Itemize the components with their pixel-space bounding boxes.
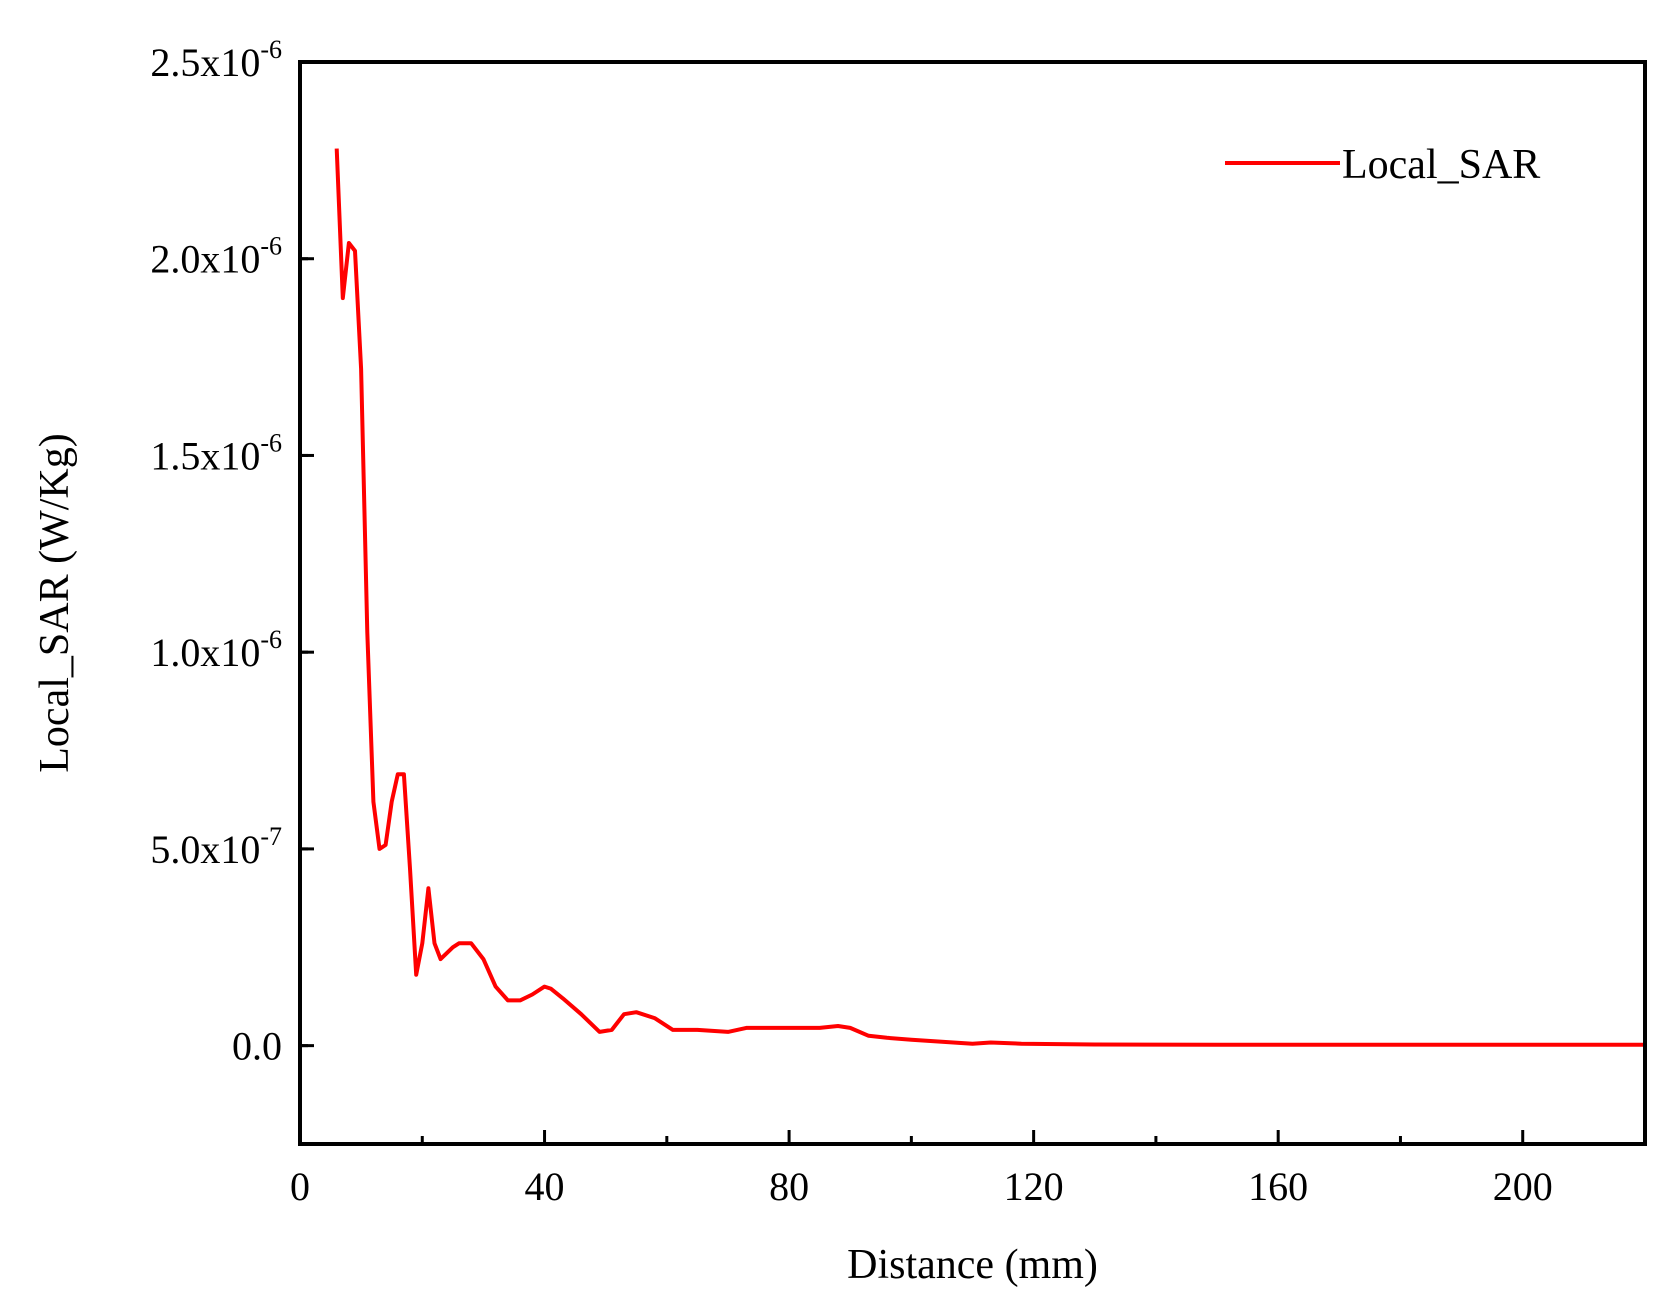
y-tick-label: 2.0x10-6 bbox=[150, 232, 282, 282]
x-tick-label: 0 bbox=[290, 1164, 310, 1209]
plot-area bbox=[334, 148, 1645, 1047]
x-tick-label: 160 bbox=[1248, 1164, 1308, 1209]
y-axis-title: Local_SAR (W/Kg) bbox=[32, 433, 78, 772]
x-axis-title: Distance (mm) bbox=[847, 1242, 1098, 1288]
x-tick-label: 120 bbox=[1004, 1164, 1064, 1209]
y-tick-label: 0.0 bbox=[232, 1024, 282, 1069]
axis-ticks bbox=[298, 60, 1647, 1144]
series-line-local-sar bbox=[334, 148, 1645, 1047]
tick-labels: 0 40 80 120 160 200 0.0 5.0x10-7 1.0x10-6 1.5x10-… bbox=[150, 35, 1552, 1209]
y-tick-label: 1.5x10-6 bbox=[150, 428, 282, 478]
x-tick-label: 80 bbox=[769, 1164, 809, 1209]
y-tick-label: 2.5x10-6 bbox=[150, 35, 282, 85]
plot-frame bbox=[298, 60, 1647, 1146]
y-tick-label: 1.0x10-6 bbox=[150, 625, 282, 675]
y-tick-label: 5.0x10-7 bbox=[150, 822, 282, 872]
legend: Local_SAR bbox=[1225, 142, 1540, 188]
x-tick-label: 40 bbox=[525, 1164, 565, 1209]
x-tick-label: 200 bbox=[1493, 1164, 1553, 1209]
legend-label: Local_SAR bbox=[1342, 142, 1540, 188]
